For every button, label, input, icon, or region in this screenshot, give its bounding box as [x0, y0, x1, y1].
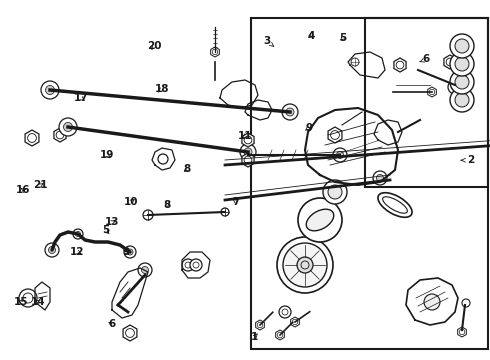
Circle shape — [124, 246, 136, 258]
Circle shape — [455, 75, 469, 89]
Circle shape — [277, 237, 333, 293]
Circle shape — [337, 152, 343, 158]
Circle shape — [448, 80, 462, 94]
Text: 17: 17 — [74, 93, 88, 103]
Polygon shape — [291, 317, 299, 327]
Circle shape — [455, 39, 469, 53]
Text: 1: 1 — [251, 332, 258, 342]
Text: 5: 5 — [340, 33, 346, 43]
Text: 8: 8 — [184, 164, 191, 174]
Circle shape — [451, 84, 459, 90]
Polygon shape — [444, 55, 456, 69]
Circle shape — [455, 93, 469, 107]
Circle shape — [450, 88, 474, 112]
Circle shape — [64, 122, 73, 131]
Polygon shape — [211, 47, 220, 57]
Text: 7: 7 — [232, 197, 240, 207]
Circle shape — [333, 148, 347, 162]
Circle shape — [373, 171, 387, 185]
Polygon shape — [242, 133, 254, 147]
Circle shape — [283, 243, 327, 287]
Circle shape — [73, 229, 83, 239]
Circle shape — [49, 247, 55, 253]
Polygon shape — [242, 153, 254, 167]
Circle shape — [450, 52, 474, 76]
Text: 8: 8 — [163, 200, 170, 210]
Text: 21: 21 — [33, 180, 48, 190]
Circle shape — [59, 118, 77, 136]
Circle shape — [282, 104, 298, 120]
Circle shape — [455, 57, 469, 71]
Circle shape — [450, 70, 474, 94]
Polygon shape — [328, 127, 342, 143]
Circle shape — [240, 144, 256, 160]
Text: 12: 12 — [70, 247, 85, 257]
Circle shape — [41, 81, 59, 99]
Circle shape — [143, 210, 153, 220]
Circle shape — [328, 185, 342, 199]
Polygon shape — [394, 58, 406, 72]
Text: 13: 13 — [104, 217, 119, 228]
Circle shape — [323, 180, 347, 204]
Ellipse shape — [306, 209, 334, 231]
Circle shape — [351, 58, 359, 66]
Text: 14: 14 — [31, 297, 46, 307]
Text: 11: 11 — [238, 131, 252, 141]
Ellipse shape — [383, 197, 407, 213]
Circle shape — [279, 306, 291, 318]
Circle shape — [46, 85, 54, 94]
Circle shape — [158, 154, 168, 164]
Polygon shape — [25, 130, 39, 146]
Circle shape — [376, 175, 384, 181]
Text: 19: 19 — [99, 150, 114, 160]
Circle shape — [182, 259, 194, 271]
Polygon shape — [428, 87, 436, 97]
Circle shape — [142, 266, 148, 274]
Text: 6: 6 — [108, 319, 115, 329]
Circle shape — [298, 198, 342, 242]
Text: 9: 9 — [305, 123, 312, 133]
Text: 18: 18 — [154, 84, 169, 94]
Circle shape — [244, 148, 252, 156]
Polygon shape — [123, 325, 137, 341]
Polygon shape — [458, 327, 466, 337]
Bar — [251, 18, 488, 349]
Text: 5: 5 — [102, 225, 109, 235]
Circle shape — [424, 294, 440, 310]
Text: 20: 20 — [147, 41, 162, 51]
Text: 9: 9 — [122, 247, 129, 257]
Text: 2: 2 — [461, 155, 474, 165]
Polygon shape — [276, 330, 284, 340]
Circle shape — [462, 299, 470, 307]
Text: 3: 3 — [264, 36, 274, 46]
Text: 15: 15 — [13, 297, 28, 307]
Circle shape — [297, 257, 313, 273]
Circle shape — [127, 249, 133, 255]
Text: 16: 16 — [16, 185, 31, 195]
Text: 6: 6 — [420, 54, 430, 64]
Circle shape — [75, 231, 80, 237]
Polygon shape — [256, 320, 264, 330]
Circle shape — [19, 289, 37, 307]
Circle shape — [190, 259, 202, 271]
Circle shape — [450, 34, 474, 58]
Circle shape — [221, 208, 229, 216]
Ellipse shape — [378, 193, 412, 217]
Circle shape — [138, 263, 152, 277]
Circle shape — [45, 243, 59, 257]
Text: 4: 4 — [307, 31, 315, 41]
Text: 10: 10 — [124, 197, 139, 207]
Bar — [365, 18, 488, 187]
Circle shape — [286, 108, 294, 116]
Polygon shape — [54, 128, 66, 142]
